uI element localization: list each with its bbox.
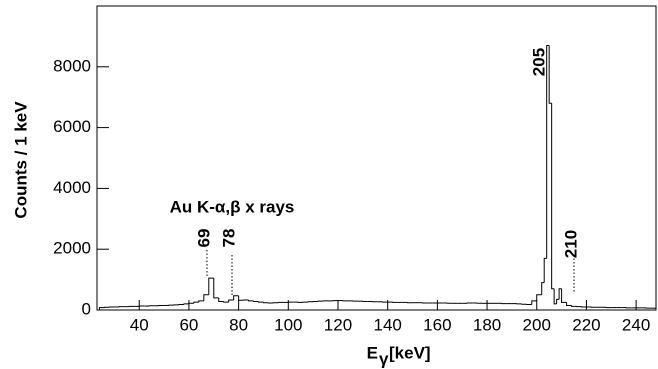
y-tick-label: 0 bbox=[82, 299, 91, 318]
x-tick-label: 40 bbox=[130, 315, 149, 334]
histogram-bin bbox=[203, 294, 209, 301]
histogram-bin bbox=[228, 299, 234, 303]
histogram-bin bbox=[257, 301, 264, 303]
y-tick-label: 8000 bbox=[53, 56, 91, 75]
histogram-bin bbox=[543, 257, 547, 283]
histogram-bin bbox=[248, 299, 254, 302]
histogram-bin bbox=[198, 300, 204, 303]
x-tick-label: 140 bbox=[373, 315, 401, 334]
histogram-bin bbox=[546, 45, 550, 259]
histogram-bin bbox=[253, 300, 259, 302]
x-tick-label: 220 bbox=[572, 315, 600, 334]
histogram-bin bbox=[188, 302, 194, 304]
histogram-bin bbox=[223, 301, 229, 303]
plot-frame bbox=[96, 5, 657, 311]
histogram-bin bbox=[98, 307, 105, 310]
x-tick-label: 100 bbox=[274, 315, 302, 334]
histogram-bin bbox=[548, 45, 552, 104]
histogram-bin bbox=[208, 277, 214, 295]
histogram-bin bbox=[183, 303, 189, 305]
histogram-bin bbox=[558, 288, 562, 300]
x-axis-label-unit: [keV] bbox=[389, 343, 431, 362]
x-tick-label: 60 bbox=[179, 315, 198, 334]
annotation: Au K-α,β x rays bbox=[170, 197, 295, 216]
histogram-bin bbox=[531, 300, 537, 305]
y-tick-label: 4000 bbox=[53, 178, 91, 197]
histogram-bin bbox=[233, 295, 239, 300]
x-axis-label-subscript: γ bbox=[379, 349, 389, 368]
y-tick-label: 2000 bbox=[53, 239, 91, 258]
peak-label: 78 bbox=[219, 229, 238, 248]
histogram-bin bbox=[541, 282, 545, 295]
histogram-bin bbox=[556, 298, 560, 304]
x-tick-label: 120 bbox=[324, 315, 352, 334]
x-tick-label: 160 bbox=[423, 315, 451, 334]
histogram-bin bbox=[561, 288, 567, 303]
x-axis-label-symbol: E bbox=[367, 343, 378, 362]
x-tick-label: 240 bbox=[622, 315, 650, 334]
peak-label: 210 bbox=[561, 230, 580, 258]
histogram-bin bbox=[571, 305, 577, 307]
histogram-bin bbox=[218, 297, 224, 302]
peak-label: 205 bbox=[529, 48, 548, 76]
histogram-bin bbox=[238, 295, 244, 301]
histogram-bin bbox=[553, 288, 557, 305]
histogram-bin bbox=[566, 302, 572, 306]
x-tick-label: 200 bbox=[523, 315, 551, 334]
x-tick-label: 80 bbox=[229, 315, 248, 334]
x-tick-label: 180 bbox=[473, 315, 501, 334]
histogram-bin bbox=[193, 301, 199, 304]
y-axis-label: Counts / 1 keV bbox=[11, 101, 30, 219]
histogram-bin bbox=[213, 278, 219, 299]
y-tick-label: 6000 bbox=[53, 117, 91, 136]
histogram-bin bbox=[536, 294, 542, 301]
histogram-bin bbox=[551, 103, 555, 290]
histogram-bin bbox=[262, 302, 269, 304]
peak-label: 69 bbox=[194, 229, 213, 248]
